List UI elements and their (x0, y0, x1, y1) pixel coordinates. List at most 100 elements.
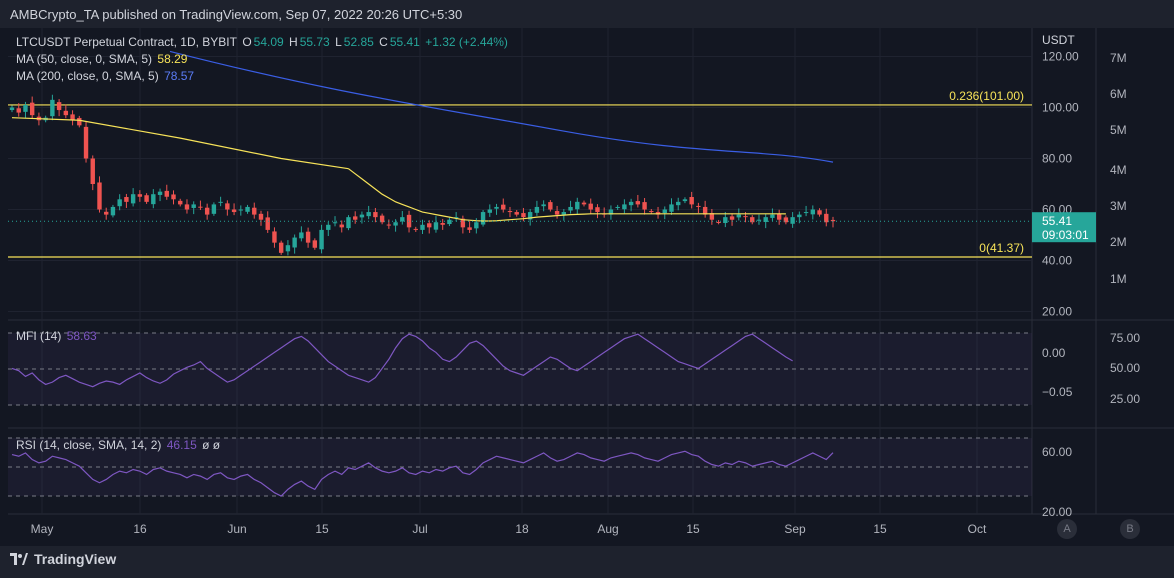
time-tick-label: Sep (784, 522, 806, 536)
candle-body (359, 214, 365, 218)
open-value: 54.09 (253, 35, 284, 49)
low-label: L (335, 35, 342, 49)
candle-body (521, 213, 526, 218)
candle-body (581, 202, 587, 205)
auto-scale-button[interactable]: A (1057, 519, 1077, 539)
low-value: 52.85 (343, 35, 374, 49)
candle-body (117, 199, 122, 207)
candle-body (676, 201, 681, 206)
candle-body (763, 217, 768, 222)
rsi-tick-label: 20.00 (1042, 505, 1072, 519)
ma200-legend[interactable]: MA (200, close, 0, SMA, 5) 78.57 (16, 69, 196, 83)
candle-body (245, 206, 250, 212)
open-label: O (242, 35, 252, 49)
price-tick-label: 120.00 (1042, 50, 1079, 64)
mfi-label: MFI (14) (16, 329, 62, 343)
publish-info: AMBCrypto_TA published on TradingView.co… (10, 7, 463, 22)
candle-body (379, 215, 385, 223)
candle-body (810, 209, 816, 215)
candle-body (501, 204, 506, 210)
fib-lower-label: 0(41.37) (979, 241, 1024, 255)
candle-body (151, 194, 156, 205)
candle-body (191, 204, 196, 208)
candle-body (137, 194, 143, 197)
candle-body (548, 202, 553, 210)
candle-body (467, 227, 472, 230)
tradingview-logo-icon (10, 553, 28, 565)
candle-body (541, 204, 546, 207)
volume-tick-label: 5M (1110, 123, 1127, 137)
candle-body (776, 213, 782, 220)
candle-body (460, 218, 466, 228)
time-tick-label: 16 (133, 522, 147, 536)
tradingview-logo[interactable]: TradingView (10, 551, 116, 567)
candle-body (110, 206, 116, 216)
candle-body (278, 242, 284, 253)
close-value: 55.41 (389, 35, 420, 49)
candle-body (211, 204, 217, 214)
high-value: 55.73 (299, 35, 330, 49)
candle-body (790, 217, 795, 224)
candle-body (386, 224, 392, 226)
ma50-line (348, 168, 786, 222)
candle-body (702, 206, 708, 215)
mfi-tick-label: 75.00 (1110, 331, 1140, 345)
candle-body (231, 209, 237, 213)
volume-tick-label: 1M (1110, 272, 1127, 286)
candle-body (608, 209, 614, 215)
candle-body (413, 228, 418, 230)
candle-body (756, 219, 762, 221)
time-tick-label: 15 (873, 522, 887, 536)
candle-body (97, 182, 102, 210)
mfi-legend[interactable]: MFI (14) 58.63 (16, 329, 99, 343)
price-tick-label: 100.00 (1042, 101, 1079, 115)
candle-body (90, 158, 95, 184)
candle-body (56, 102, 62, 111)
price-tick-label: 20.00 (1042, 305, 1072, 319)
candle-body (561, 212, 567, 215)
footer-bar (0, 546, 1174, 578)
ma200-value: 78.57 (164, 69, 195, 83)
candle-body (709, 213, 715, 220)
candles (9, 94, 836, 256)
rsi-label: RSI (14, close, SMA, 14, 2) (16, 438, 162, 452)
candle-body (346, 217, 351, 229)
candle-body (494, 206, 499, 209)
candle-body (662, 209, 667, 214)
ma50-line (11, 117, 349, 170)
candle-body (689, 197, 694, 205)
candle-body (803, 212, 809, 214)
mfi-value: 58.63 (66, 329, 97, 343)
candle-body (204, 207, 210, 215)
candle-body (669, 204, 674, 212)
time-tick-label: Oct (968, 522, 987, 536)
candle-body (305, 231, 311, 243)
candle-body (339, 224, 344, 228)
candle-body (588, 203, 593, 210)
candle-body (77, 117, 82, 126)
candle-body (285, 245, 291, 252)
ma200-line (169, 50, 834, 163)
time-tick-label: 18 (515, 522, 529, 536)
candle-body (474, 222, 479, 229)
candle-body (750, 217, 755, 223)
candle-body (292, 237, 297, 248)
time-tick-label: Jul (412, 522, 427, 536)
candle-body (238, 209, 244, 211)
header-bar (0, 0, 1174, 28)
b-button[interactable]: B (1120, 519, 1140, 539)
mfi-tick-label: 25.00 (1110, 392, 1140, 406)
rsi-tick-label: 60.00 (1042, 445, 1072, 459)
candle-body (649, 211, 654, 213)
candle-body (440, 223, 445, 225)
mfi-tick-label: 50.00 (1110, 361, 1140, 375)
candle-body (23, 104, 28, 112)
fib-upper-label: 0.236(101.00) (949, 89, 1024, 103)
rsi-legend[interactable]: RSI (14, close, SMA, 14, 2) 46.15 ø ø (16, 438, 222, 452)
candle-body (144, 195, 149, 202)
time-tick-label: Aug (597, 522, 618, 536)
ma50-label: MA (50, close, 0, SMA, 5) (16, 52, 153, 66)
ma50-legend[interactable]: MA (50, close, 0, SMA, 5) 58.29 (16, 52, 189, 66)
